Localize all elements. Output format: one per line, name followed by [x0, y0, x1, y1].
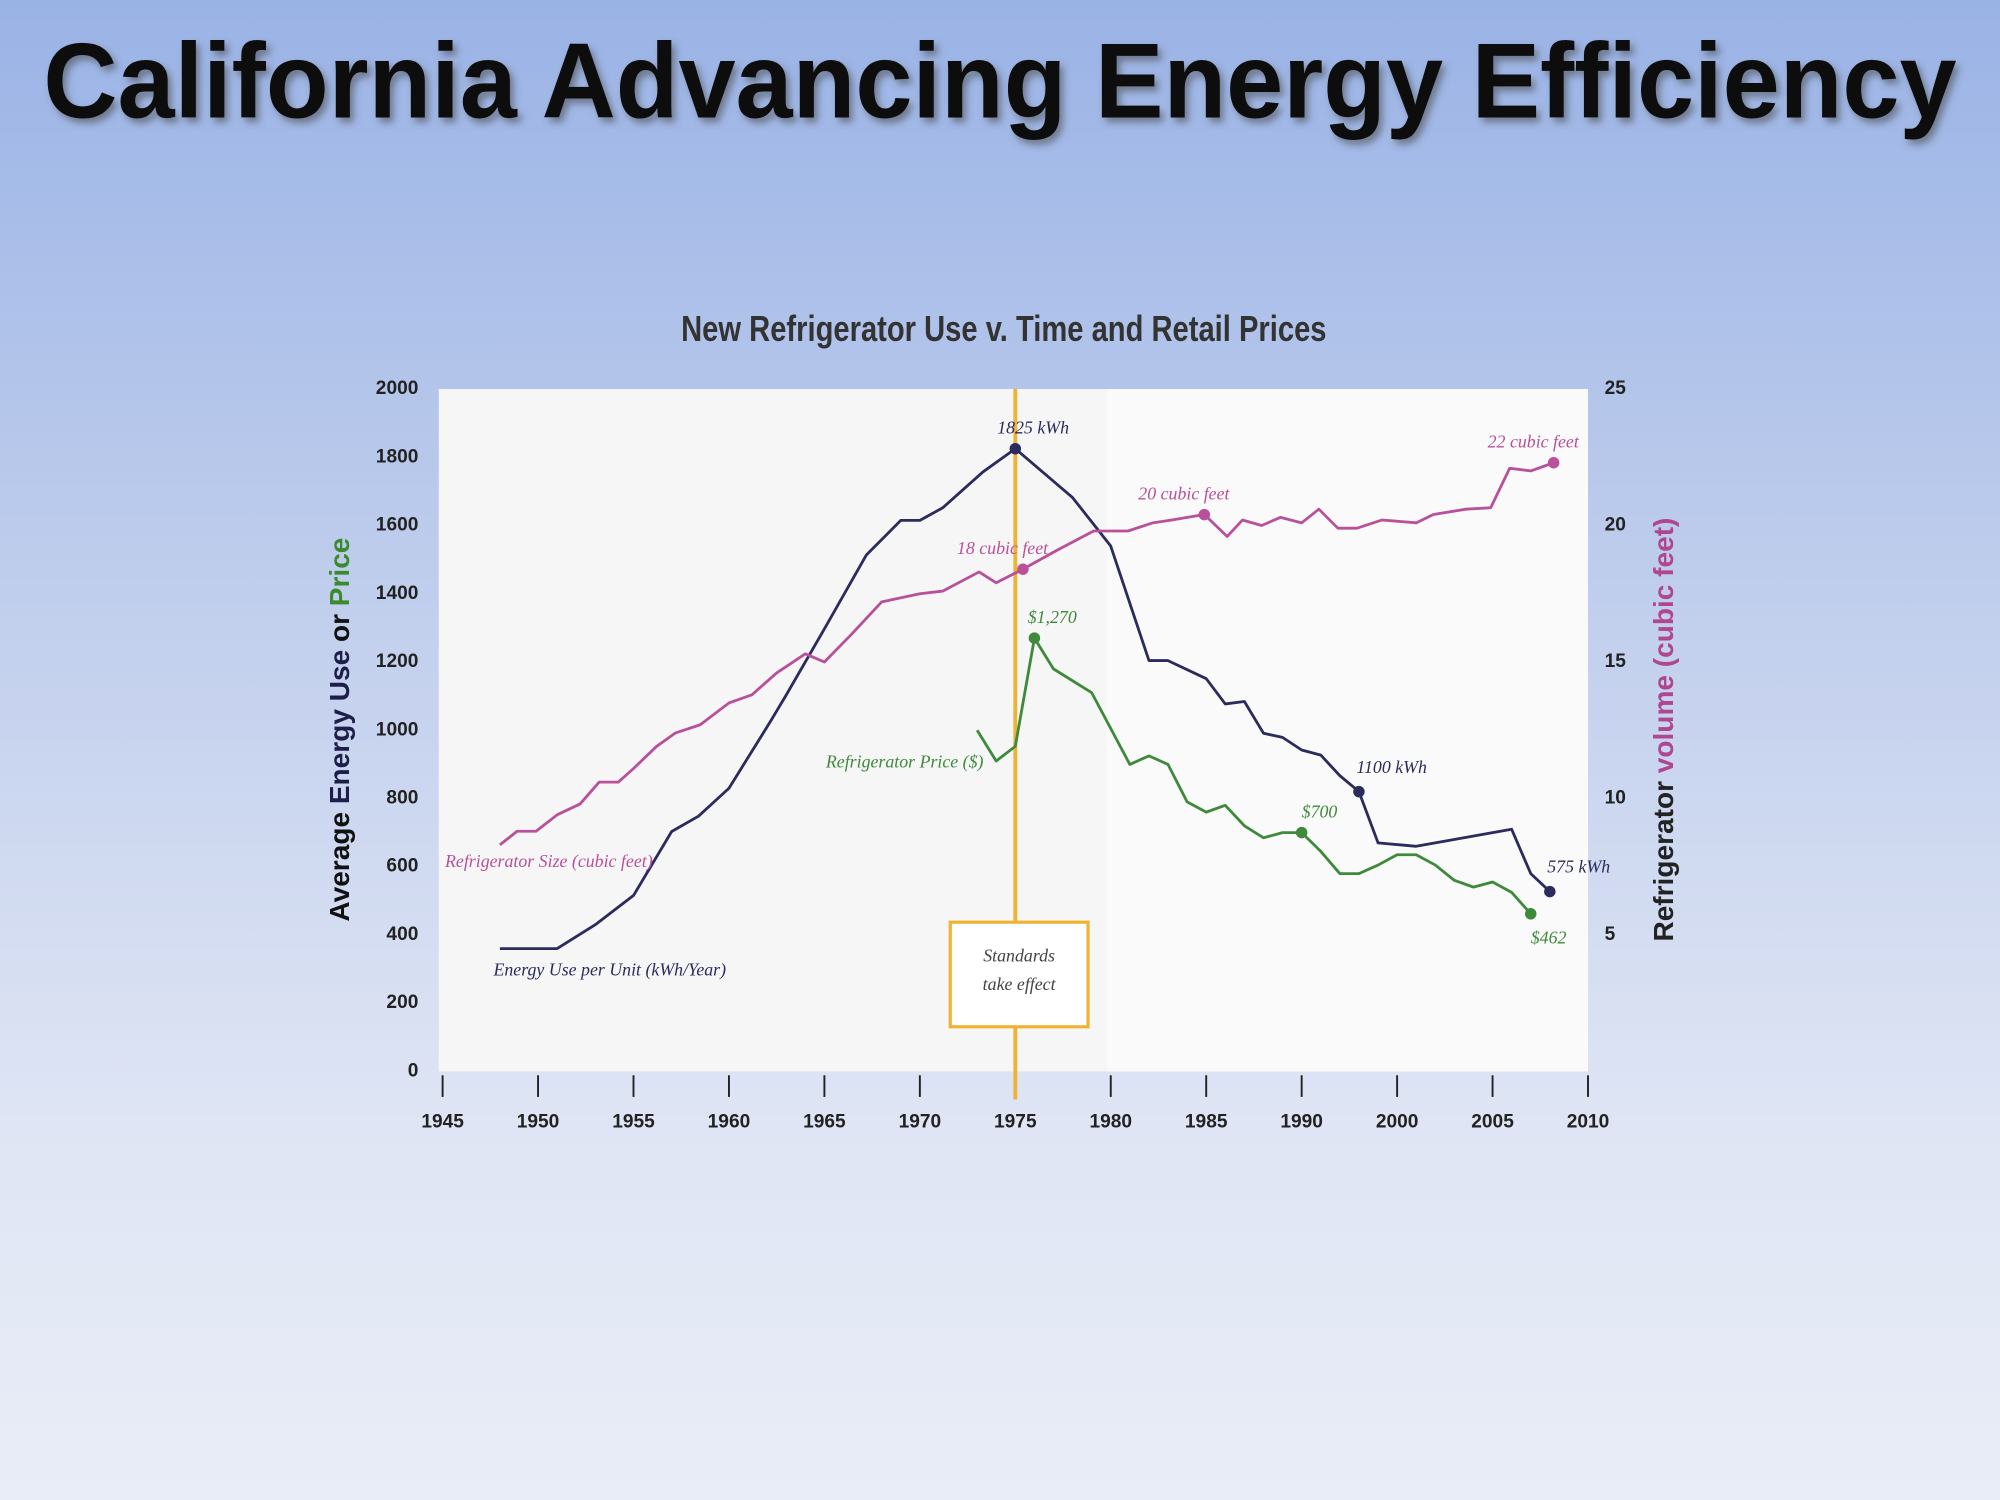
- point: [1525, 908, 1537, 920]
- x-tick-label: 2000: [1376, 1111, 1419, 1132]
- standards-note: Standards take effect: [982, 947, 1056, 995]
- y-tick-label: 400: [386, 924, 418, 945]
- value-label: $700: [1302, 802, 1338, 822]
- y2-tick-label: 25: [1605, 378, 1627, 399]
- x-tick-label: 2010: [1567, 1111, 1610, 1132]
- y2-axis-label-part: volume (cubic feet): [1648, 518, 1679, 774]
- x-tick-label: 1960: [708, 1111, 751, 1132]
- y2-tick-label: 5: [1605, 924, 1616, 945]
- plot-band: [1107, 389, 1589, 1072]
- point: [1017, 563, 1029, 575]
- point: [1028, 632, 1041, 644]
- point: [1198, 508, 1211, 521]
- y-axis-label-part: or: [324, 606, 355, 650]
- y-axis-label-part: Price: [324, 538, 355, 607]
- series-line: [499, 447, 1551, 951]
- x-tick-label: 1955: [612, 1111, 655, 1132]
- x-tick-label: 1985: [1185, 1111, 1228, 1132]
- y-axis-label: Average Energy Use or Price: [324, 538, 355, 922]
- y-tick-label: 1800: [376, 446, 419, 467]
- y-tick-label: 0: [408, 1060, 419, 1081]
- x-tick-label: 1980: [1089, 1111, 1132, 1132]
- y2-axis-label-part: Refrigerator: [1648, 773, 1679, 941]
- value-label: $1,270: [1028, 607, 1077, 627]
- chart-title: New Refrigerator Use v. Time and Retail …: [681, 309, 1326, 349]
- y-tick-label: 2000: [376, 378, 419, 399]
- value-label: 1825 kWh: [997, 418, 1069, 438]
- standards-box: [948, 920, 1090, 1029]
- point: [1009, 443, 1022, 455]
- y-tick-label: 200: [386, 992, 418, 1013]
- annotation-point: [1544, 885, 1556, 898]
- series-line: [975, 636, 1532, 915]
- point: [1547, 456, 1560, 469]
- value-label: 18 cubic feet: [957, 538, 1049, 558]
- y-axis-label-part: Energy Use: [324, 650, 355, 804]
- annotation: 575 kWh: [1547, 857, 1610, 877]
- y-tick-label: 1400: [376, 583, 419, 604]
- annotation: 1100 kWh: [1356, 757, 1427, 777]
- x-tick-label: 1975: [994, 1111, 1037, 1132]
- y-tick-label: 1200: [376, 651, 419, 672]
- value-label: 22 cubic feet: [1488, 432, 1580, 452]
- x-tick-label: 1965: [803, 1111, 846, 1132]
- y2-tick-label: 10: [1605, 788, 1626, 809]
- x-tick-label: 1950: [517, 1111, 560, 1132]
- y2-axis-label: Refrigerator volume (cubic feet): [1648, 518, 1679, 942]
- x-tick-label: 1970: [899, 1111, 942, 1132]
- slide-title: California Advancing Energy Efficiency: [43, 21, 1956, 141]
- series-label: Energy Use per Unit (kWh/Year): [492, 960, 726, 981]
- x-tick-label: 1945: [421, 1111, 464, 1132]
- y-tick-label: 1000: [376, 719, 419, 740]
- y-axis-label-part: Average: [324, 804, 355, 921]
- y2-tick-label: 15: [1605, 651, 1627, 672]
- y-tick-label: 600: [386, 856, 418, 877]
- series-label: Refrigerator Size (cubic feet): [444, 851, 653, 872]
- point: [1295, 826, 1308, 839]
- x-tick-label: 1990: [1280, 1111, 1323, 1132]
- chart: Average Energy Use or Price Refrigerator …: [324, 378, 1679, 1132]
- series-label: Refrigerator Price ($): [825, 751, 984, 772]
- value-label: 20 cubic feet: [1138, 484, 1230, 504]
- value-label: $462: [1531, 927, 1567, 947]
- y-tick-label: 800: [386, 788, 418, 809]
- annotation-point: [1353, 785, 1365, 798]
- x-tick-label: 2005: [1471, 1111, 1514, 1132]
- y2-tick-label: 20: [1605, 515, 1626, 536]
- y-tick-label: 1600: [376, 515, 419, 536]
- standards-label: Standards take effect: [982, 947, 1056, 995]
